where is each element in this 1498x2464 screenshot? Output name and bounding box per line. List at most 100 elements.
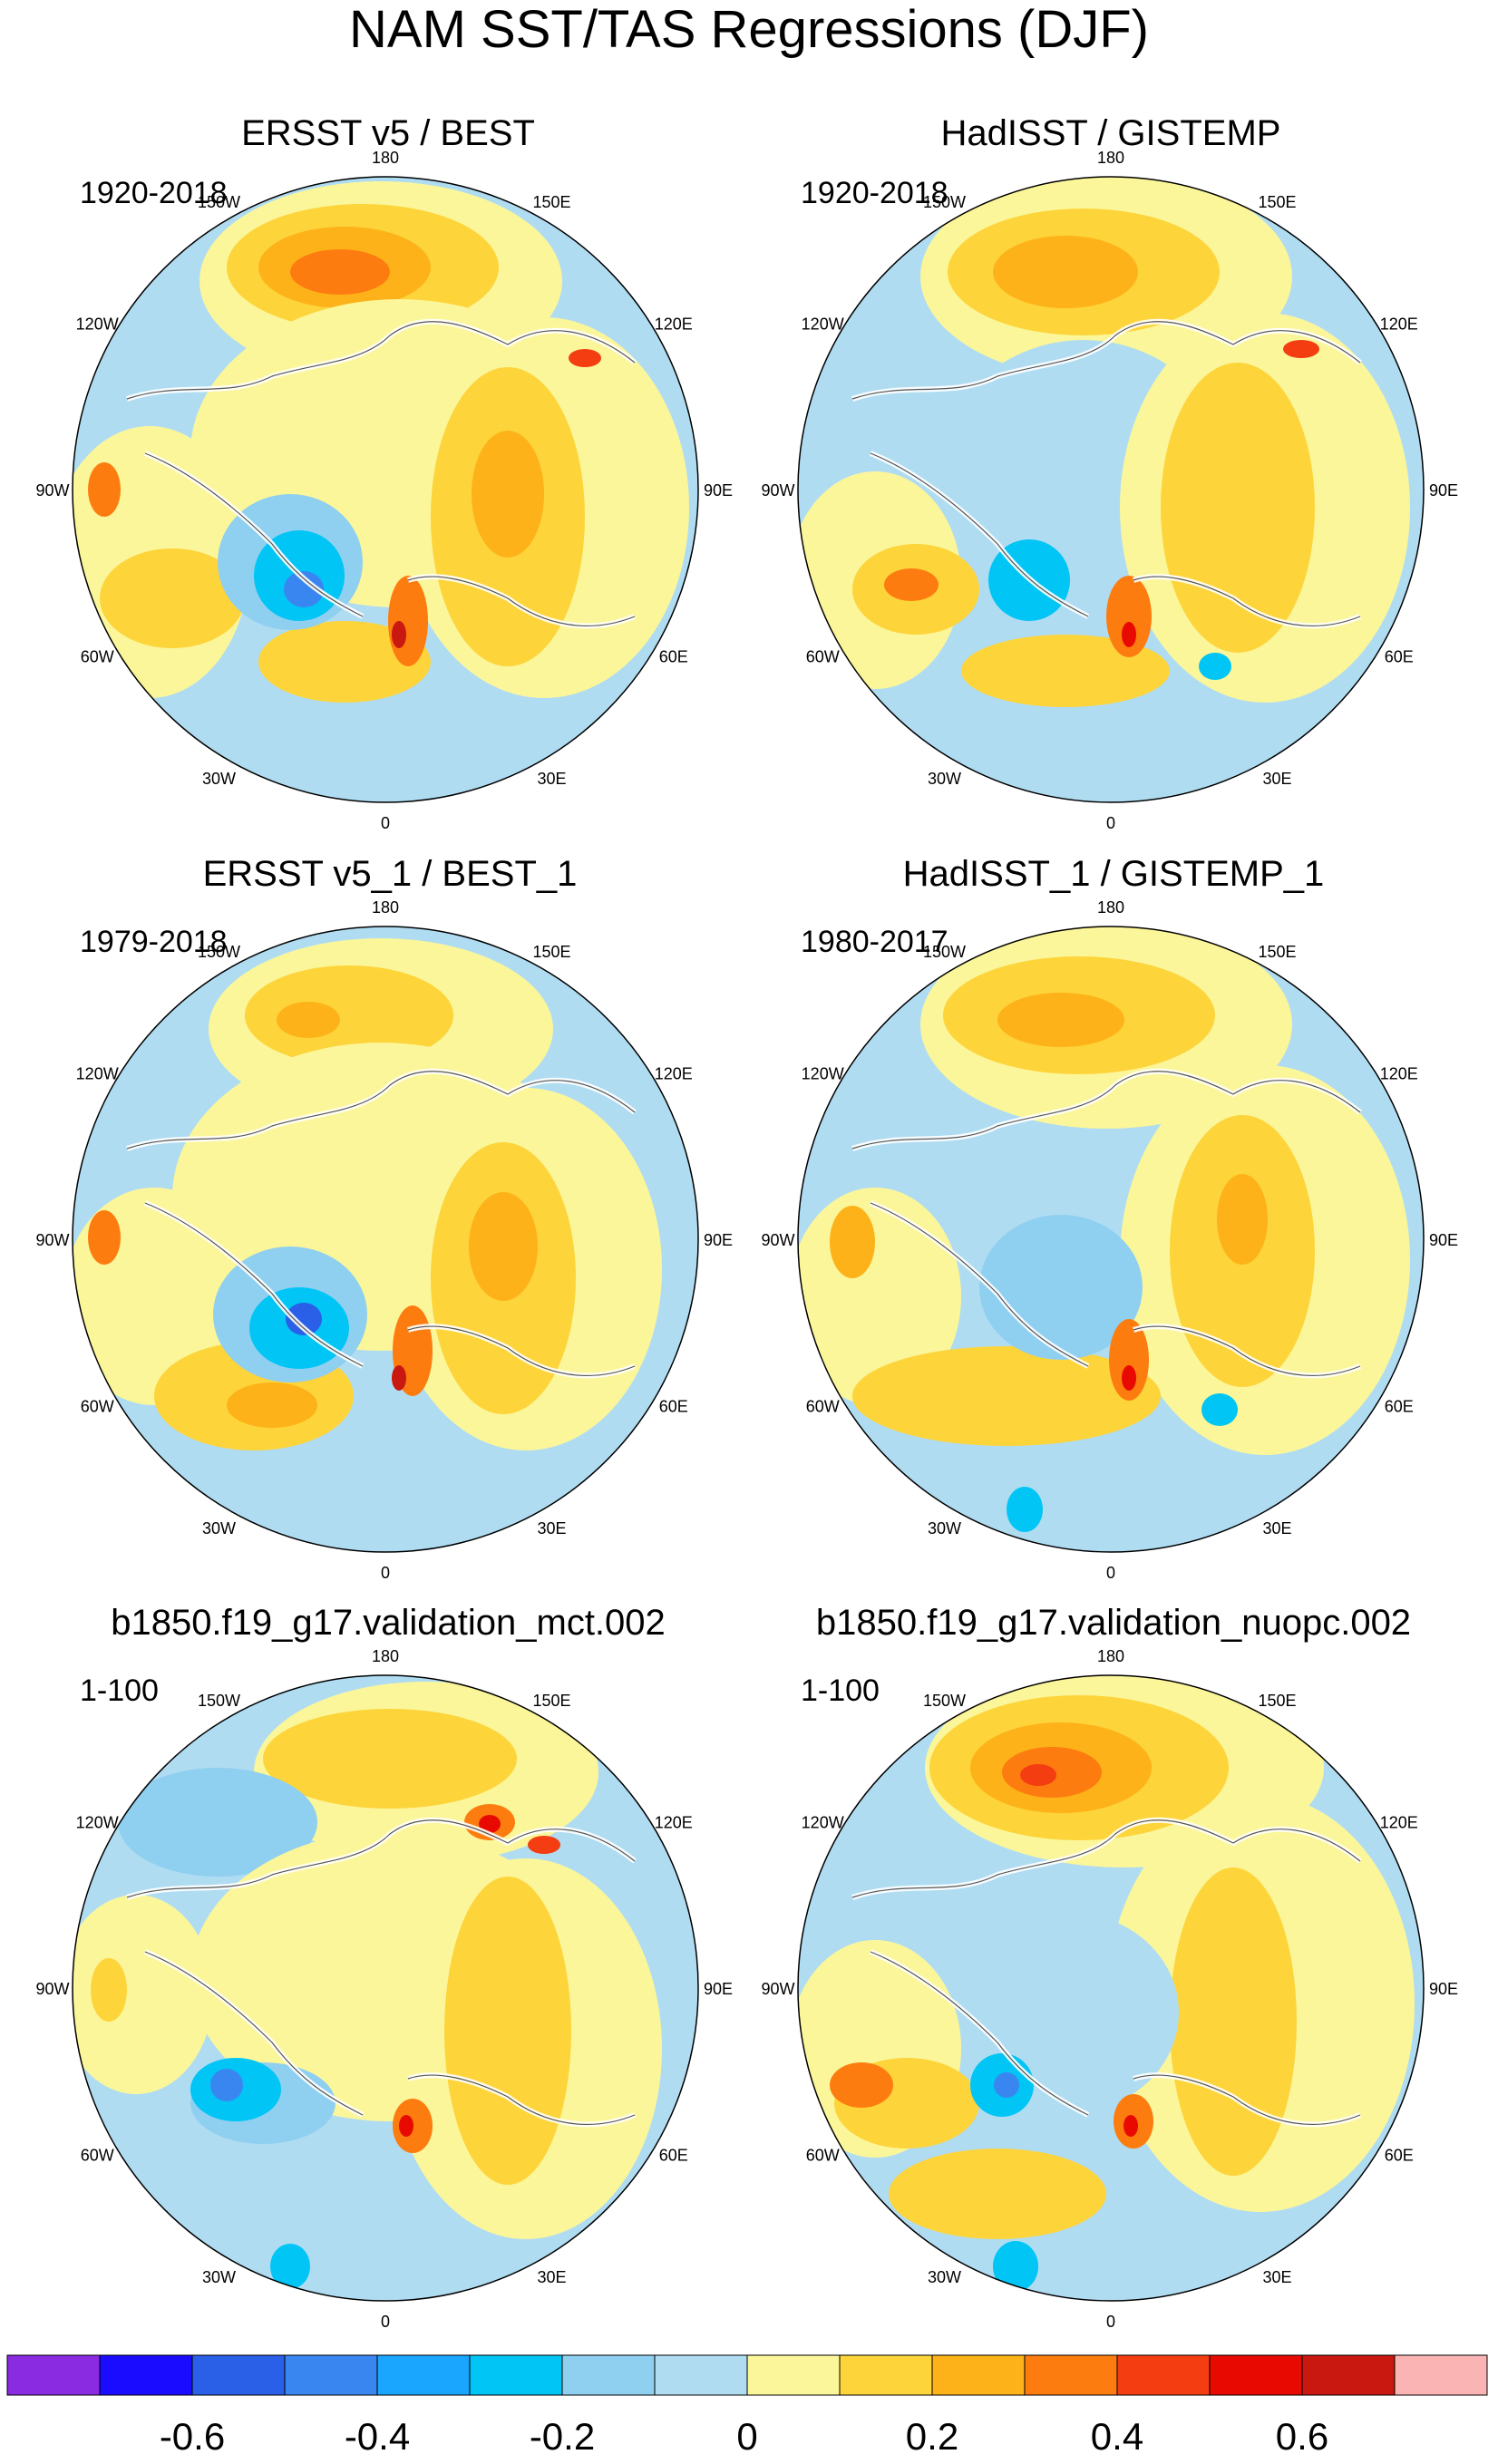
longitude-label: 90E (704, 481, 733, 500)
namerica-yellow (73, 1895, 213, 2094)
colorbar-box (654, 2354, 748, 2396)
longitude-label: 150E (1258, 1692, 1296, 1710)
longitude-label: 30W (928, 2268, 961, 2286)
colorbar: -0.6 -0.4 -0.2 0 0.2 0.4 0.6 (6, 2354, 1488, 2458)
longitude-label: 90E (1429, 1231, 1458, 1249)
caspian-cyan (1201, 1393, 1238, 1426)
panel-period: 1-100 (80, 1673, 159, 1708)
coastline-outline (126, 321, 636, 626)
coastline-outline (851, 1071, 1361, 1376)
colorbar-box (191, 2354, 286, 2396)
atlantic-cyan (1007, 1487, 1043, 1532)
colorbar-box (839, 2354, 933, 2396)
longitude-label: 0 (381, 2313, 390, 2331)
panel-title: ERSST v5 / BEST (241, 113, 535, 153)
panel-period: 1920-2018 (801, 176, 948, 210)
scandinavia-red (399, 2115, 413, 2137)
map-boundary (797, 176, 1425, 803)
longitude-label: 60W (81, 648, 114, 666)
longitude-label: 150W (923, 193, 966, 211)
panel-period: 1980-2017 (801, 925, 948, 959)
colorbar-box (1301, 2354, 1396, 2396)
caspian-cyan (1199, 653, 1231, 680)
map-field (73, 926, 698, 1552)
longitude-label: 120E (1380, 315, 1418, 334)
siberia-red (569, 349, 601, 367)
longitude-label: 30E (1262, 2268, 1291, 2286)
colorbar-box (469, 2354, 563, 2396)
field-shapes (73, 926, 698, 1552)
colorbar-box (6, 2354, 101, 2396)
map-boundary (72, 176, 699, 803)
hudson-orange (88, 1210, 121, 1265)
atlantic-cyan (993, 2241, 1038, 2292)
longitude-label: 120E (655, 1065, 693, 1083)
panel-4: HadISST_1 / GISTEMP_1 1980-2017 (797, 854, 1425, 1553)
longitude-label: 120W (802, 1065, 844, 1083)
field-shapes (798, 926, 1424, 1552)
panel-title: HadISST / GISTEMP (941, 113, 1281, 153)
longitude-label: 90W (761, 1980, 794, 1998)
longitude-label: 30E (537, 1519, 566, 1538)
siberia-red (479, 1815, 501, 1833)
colorbar-box (931, 2354, 1026, 2396)
eurasia-gold (1161, 363, 1315, 653)
field-shapes (798, 1675, 1424, 2301)
panel-6: b1850.f19_g17.validation_nuopc.002 1-100 (797, 1603, 1425, 2302)
colorbar-box (1209, 2354, 1303, 2396)
colorbar-box (1024, 2354, 1118, 2396)
longitude-label: 180 (1097, 1647, 1124, 1665)
longitude-labels: 180 150E 120E 90E 60E 30E 0 30W 60W 90W 120W 150W 18… (35, 149, 1458, 2331)
field-shapes (73, 1675, 698, 2301)
colorbar-box (99, 2354, 193, 2396)
pacific-orange (997, 993, 1124, 1047)
longitude-label: 120W (76, 315, 119, 334)
longitude-label: 30W (202, 770, 236, 788)
longitude-label: 60E (659, 648, 688, 666)
coastline-outline (126, 1071, 636, 1376)
longitude-label: 60E (659, 2147, 688, 2165)
colorbar-tick-label: -0.6 (160, 2415, 225, 2458)
atlantic-cyan (270, 2244, 310, 2289)
colorbar-box (376, 2354, 471, 2396)
longitude-label: 0 (381, 814, 390, 832)
scandinavia-orange (1109, 1319, 1149, 1401)
longitude-label: 90E (704, 1231, 733, 1249)
longitude-label: 60E (1385, 1398, 1414, 1416)
longitude-label: 30E (537, 2268, 566, 2286)
longitude-label: 150W (923, 943, 966, 961)
longitude-label: 0 (1106, 814, 1115, 832)
map-field (73, 1675, 698, 2301)
longitude-label: 120W (802, 1814, 844, 1832)
panel-3: ERSST v5_1 / BEST_1 1979-2018 (72, 854, 699, 1553)
longitude-label: 90W (761, 481, 794, 500)
longitude-label: 150W (198, 943, 240, 961)
scandinavia-red (392, 1365, 406, 1391)
longitude-label: 180 (372, 898, 399, 917)
gulf-stream-orange (884, 568, 939, 601)
map-boundary (797, 1674, 1425, 2302)
longitude-label: 120W (76, 1065, 119, 1083)
longitude-label: 150E (532, 193, 570, 211)
atlantic-gold (961, 635, 1170, 707)
labrador-core (210, 2069, 243, 2101)
longitude-label: 120E (655, 1814, 693, 1832)
colorbar-boxes (6, 2354, 1488, 2396)
coastline-outline (126, 1819, 636, 2125)
eurasia-gold (444, 1877, 571, 2185)
field-shapes (73, 177, 698, 802)
colorbar-box (1394, 2354, 1488, 2396)
longitude-label: 120E (1380, 1814, 1418, 1832)
longitude-label: 30E (1262, 1519, 1291, 1538)
pacific-gold (245, 965, 453, 1065)
atlantic-gold (258, 621, 431, 703)
longitude-label: 180 (1097, 149, 1124, 167)
pacific-darkorange (290, 249, 390, 295)
longitude-label: 120E (1380, 1065, 1418, 1083)
longitude-label: 150E (532, 943, 570, 961)
longitude-label: 150W (923, 1692, 966, 1710)
panel-period: 1979-2018 (80, 925, 228, 959)
longitude-label: 150E (1258, 943, 1296, 961)
panel-title: b1850.f19_g17.validation_nuopc.002 (816, 1603, 1411, 1643)
map-field (73, 177, 698, 802)
